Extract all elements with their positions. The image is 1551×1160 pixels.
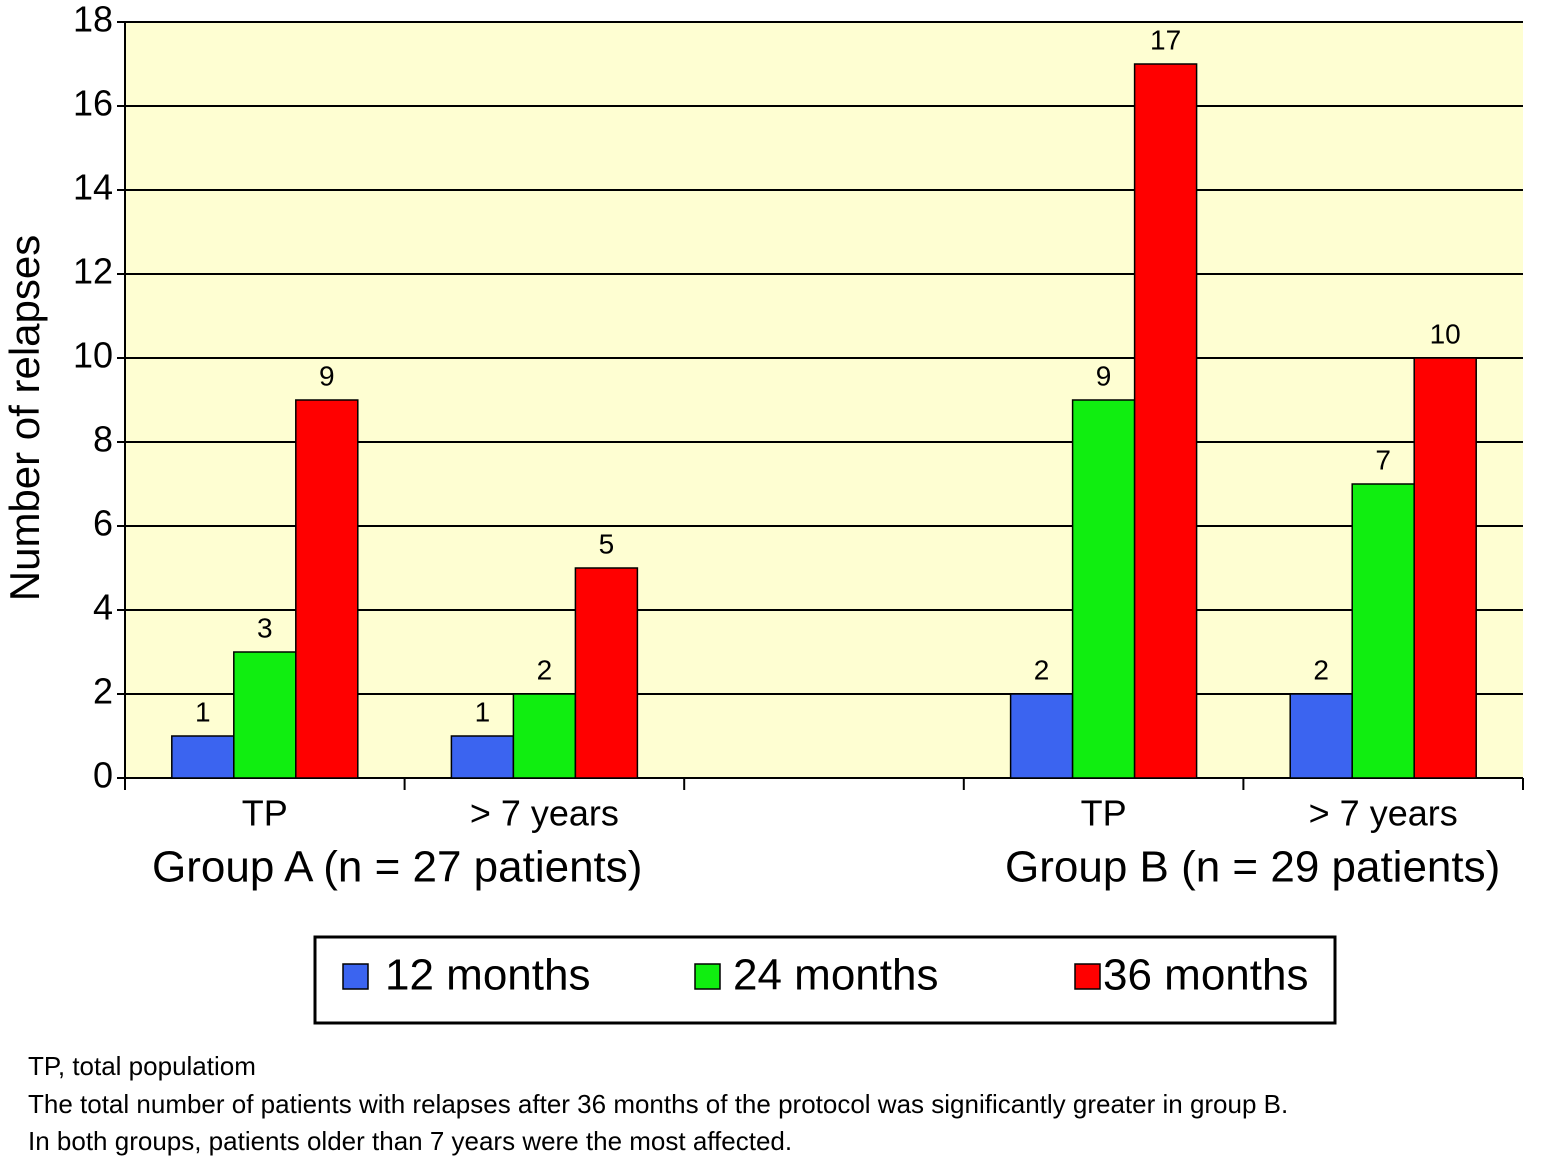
y-tick-label: 18 (73, 0, 113, 40)
bar (295, 399, 359, 779)
group-label: Group A (n = 27 patients) (152, 843, 642, 892)
legend-box (313, 935, 1337, 1025)
group-label: Group B (n = 29 patients) (1005, 843, 1500, 892)
bar (1289, 693, 1353, 779)
bar (1071, 399, 1136, 779)
bar (1009, 693, 1074, 779)
bar (450, 735, 515, 779)
data-label: 2 (1313, 654, 1329, 685)
y-tick-label: 14 (73, 167, 113, 208)
legend-swatch (694, 963, 721, 990)
x-tick-label: > 7 years (1309, 793, 1458, 834)
legend-label: 24 months (733, 951, 938, 1000)
note: In both groups, patients older than 7 ye… (28, 1126, 792, 1156)
data-label: 1 (195, 696, 211, 727)
bar (574, 567, 639, 779)
x-tick-label: > 7 years (470, 793, 619, 834)
data-label: 9 (319, 360, 335, 391)
note: TP, total populatiom (28, 1051, 256, 1081)
y-tick-label: 0 (93, 755, 113, 796)
data-label: 17 (1150, 24, 1181, 55)
data-label: 3 (257, 612, 273, 643)
y-tick-label: 4 (93, 587, 113, 628)
bar (1351, 483, 1415, 779)
y-axis-title: Number of relapses (1, 235, 48, 602)
legend-label: 12 months (385, 951, 590, 1000)
data-label: 10 (1430, 318, 1461, 349)
bar (512, 693, 577, 779)
data-label: 9 (1096, 360, 1112, 391)
y-tick-label: 6 (93, 503, 113, 544)
bar (1413, 357, 1477, 779)
y-tick-label: 10 (73, 335, 113, 376)
legend-label: 36 months (1103, 951, 1308, 1000)
data-label: 7 (1375, 444, 1391, 475)
data-label: 2 (1034, 654, 1050, 685)
x-tick-label: TP (1081, 793, 1127, 834)
bar (233, 651, 297, 779)
y-tick-label: 16 (73, 83, 113, 124)
x-tick-label: TP (242, 793, 288, 834)
legend-swatch (342, 963, 369, 990)
y-tick-label: 12 (73, 251, 113, 292)
data-label: 5 (599, 528, 615, 559)
data-label: 2 (537, 654, 553, 685)
y-tick-label: 2 (93, 671, 113, 712)
legend-swatch (1074, 963, 1101, 990)
note: The total number of patients with relaps… (28, 1089, 1288, 1119)
bar (1133, 63, 1198, 779)
data-label: 1 (475, 696, 491, 727)
y-tick-label: 8 (93, 419, 113, 460)
bar (171, 735, 235, 779)
